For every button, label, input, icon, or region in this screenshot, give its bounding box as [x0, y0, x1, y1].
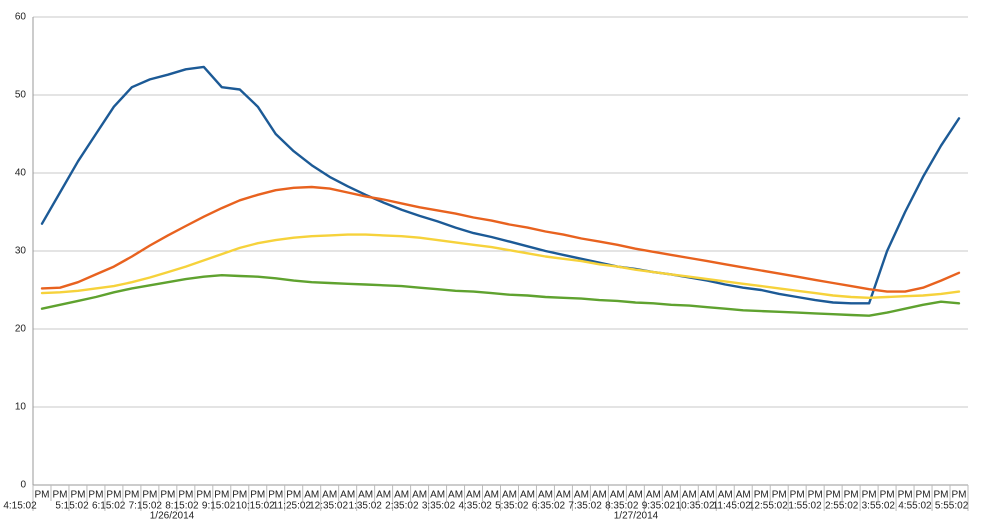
x-period-label: PM — [160, 490, 175, 501]
x-time-label: 8:35:02 — [605, 501, 639, 512]
x-period-label: AM — [592, 490, 607, 501]
x-time-label: 2:55:02 — [825, 501, 859, 512]
x-time-label: 6:35:02 — [532, 501, 566, 512]
x-time-label: 7:15:02 — [129, 501, 163, 512]
x-period-label: PM — [286, 490, 301, 501]
x-period-label: AM — [484, 490, 499, 501]
x-time-label: 4:55:02 — [898, 501, 932, 512]
x-period-label: AM — [322, 490, 337, 501]
x-time-label: 2:35:02 — [385, 501, 419, 512]
x-period-label: AM — [574, 490, 589, 501]
x-period-label: PM — [142, 490, 157, 501]
x-period-label: PM — [808, 490, 823, 501]
x-period-label: PM — [70, 490, 85, 501]
series-line — [40, 185, 961, 293]
series-line — [40, 274, 961, 317]
series-line — [40, 65, 961, 305]
x-period-label: AM — [448, 490, 463, 501]
x-period-label: AM — [538, 490, 553, 501]
x-period-label: AM — [556, 490, 571, 501]
x-period-label: PM — [772, 490, 787, 501]
x-period-label: AM — [394, 490, 409, 501]
x-period-label: PM — [232, 490, 247, 501]
x-period-label: AM — [610, 490, 625, 501]
x-time-label: 1:55:02 — [788, 501, 822, 512]
x-period-label: PM — [88, 490, 103, 501]
x-time-label: 6:15:02 — [92, 501, 126, 512]
x-time-label: 3:35:02 — [422, 501, 456, 512]
x-period-label: PM — [268, 490, 283, 501]
x-period-label: PM — [250, 490, 265, 501]
x-period-label: AM — [628, 490, 643, 501]
x-period-label: PM — [844, 490, 859, 501]
x-period-label: PM — [106, 490, 121, 501]
x-date-label: 1/26/2014 — [150, 511, 195, 522]
x-period-label: AM — [502, 490, 517, 501]
x-time-label: 9:15:02 — [202, 501, 236, 512]
series-line — [40, 233, 961, 299]
x-period-label: AM — [664, 490, 679, 501]
x-period-label: PM — [52, 490, 67, 501]
x-time-label: 9:35:02 — [642, 501, 676, 512]
x-time-label: 12:35:02 — [309, 501, 348, 512]
x-time-label: 3:55:02 — [862, 501, 896, 512]
x-time-label: 1:35:02 — [349, 501, 383, 512]
x-period-label: PM — [754, 490, 769, 501]
x-time-label: 10:35:02 — [676, 501, 715, 512]
x-period-label: PM — [34, 490, 49, 501]
x-time-label: 7:35:02 — [568, 501, 602, 512]
x-period-label: PM — [880, 490, 895, 501]
x-period-label: PM — [826, 490, 841, 501]
x-time-label: 11:25:02 — [273, 501, 312, 512]
x-period-label: AM — [304, 490, 319, 501]
x-period-label: AM — [736, 490, 751, 501]
x-period-label: PM — [934, 490, 949, 501]
x-period-label: PM — [790, 490, 805, 501]
x-period-label: PM — [862, 490, 877, 501]
x-period-label: AM — [412, 490, 427, 501]
x-date-label: 1/27/2014 — [614, 511, 659, 522]
x-period-label: PM — [916, 490, 931, 501]
x-period-label: AM — [700, 490, 715, 501]
y-tick-label: 0 — [20, 480, 26, 491]
y-tick-label: 20 — [15, 324, 27, 335]
y-tick-label: 40 — [15, 168, 27, 179]
x-time-label: 12:55:02 — [749, 501, 788, 512]
x-period-label: PM — [178, 490, 193, 501]
x-time-label: 5:55:02 — [935, 501, 969, 512]
x-time-label: 11:45:02 — [713, 501, 752, 512]
y-tick-label: 30 — [15, 246, 27, 257]
x-period-label: PM — [214, 490, 229, 501]
x-period-label: AM — [520, 490, 535, 501]
x-period-label: AM — [718, 490, 733, 501]
x-period-label: PM — [196, 490, 211, 501]
x-period-label: AM — [682, 490, 697, 501]
x-period-label: PM — [898, 490, 913, 501]
x-time-label: 4:15:02 — [3, 501, 37, 512]
x-time-label: 4:35:02 — [458, 501, 492, 512]
x-period-label: AM — [466, 490, 481, 501]
x-time-label: 5:35:02 — [495, 501, 529, 512]
x-period-label: PM — [124, 490, 139, 501]
x-time-label: 10:15:02 — [236, 501, 275, 512]
y-tick-label: 50 — [15, 90, 27, 101]
x-period-label: AM — [358, 490, 373, 501]
x-period-label: PM — [952, 490, 967, 501]
x-period-label: AM — [646, 490, 661, 501]
x-period-label: AM — [376, 490, 391, 501]
x-period-label: AM — [430, 490, 445, 501]
x-time-label: 8:15:02 — [165, 501, 199, 512]
y-tick-label: 60 — [15, 12, 27, 23]
y-tick-label: 10 — [15, 402, 27, 413]
x-time-label: 5:15:02 — [55, 501, 89, 512]
x-period-label: AM — [340, 490, 355, 501]
